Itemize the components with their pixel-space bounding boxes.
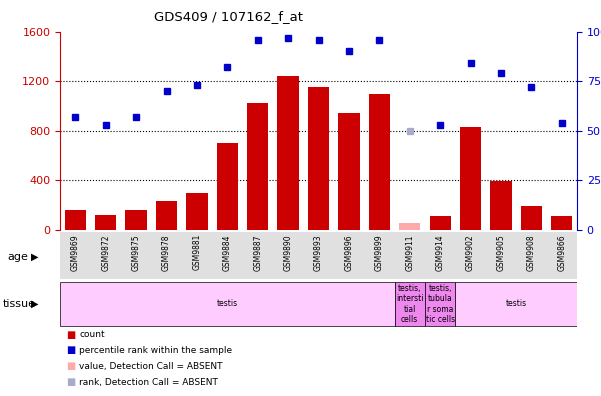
Text: GSM9881: GSM9881: [192, 234, 201, 270]
Text: ■: ■: [66, 377, 75, 387]
Text: value, Detection Call = ABSENT: value, Detection Call = ABSENT: [79, 362, 223, 371]
Text: testis: testis: [217, 299, 238, 308]
Bar: [126, 211, 147, 230]
Text: GSM9872: GSM9872: [101, 234, 110, 270]
Text: GSM9869: GSM9869: [71, 234, 80, 270]
Text: GDS409 / 107162_f_at: GDS409 / 107162_f_at: [154, 10, 303, 23]
Text: testis: testis: [505, 299, 526, 308]
Text: GSM9893: GSM9893: [314, 234, 323, 270]
Text: tissue: tissue: [3, 299, 36, 309]
Text: ▶: ▶: [31, 299, 38, 309]
Bar: [95, 215, 117, 230]
Bar: [278, 76, 299, 230]
Bar: [364, 234, 394, 278]
Text: count: count: [79, 330, 105, 339]
Text: ■: ■: [66, 361, 75, 371]
Bar: [217, 143, 238, 230]
Text: GSM9890: GSM9890: [284, 234, 293, 270]
Bar: [425, 282, 456, 326]
Bar: [151, 234, 212, 278]
Text: testis,
intersti
tial
cells: testis, intersti tial cells: [396, 284, 424, 324]
Bar: [399, 223, 420, 230]
Bar: [520, 206, 542, 230]
Bar: [456, 234, 486, 278]
Bar: [394, 234, 456, 278]
Text: 29
day: 29 day: [523, 247, 539, 266]
Bar: [65, 211, 86, 230]
Text: age: age: [8, 251, 29, 262]
Text: GSM9911: GSM9911: [405, 234, 414, 270]
Text: 4 day: 4 day: [170, 252, 194, 261]
Bar: [368, 94, 390, 230]
Bar: [486, 234, 516, 278]
Bar: [460, 127, 481, 230]
Bar: [334, 234, 364, 278]
Bar: [247, 103, 269, 230]
Bar: [186, 193, 207, 230]
Text: GSM9899: GSM9899: [375, 234, 384, 270]
Bar: [516, 234, 546, 278]
Bar: [546, 234, 577, 278]
Text: GSM9905: GSM9905: [496, 234, 505, 271]
Text: GSM9875: GSM9875: [132, 234, 141, 270]
Text: ▶: ▶: [31, 251, 38, 262]
Text: 26
day: 26 day: [493, 247, 508, 266]
Text: 18
day: 18 day: [371, 247, 387, 266]
Text: GSM9887: GSM9887: [253, 234, 262, 270]
Bar: [156, 201, 177, 230]
Text: 14
day: 14 day: [341, 247, 356, 266]
Text: ■: ■: [66, 345, 75, 356]
Text: GSM9902: GSM9902: [466, 234, 475, 270]
Bar: [60, 234, 151, 278]
Text: GSM9914: GSM9914: [436, 234, 445, 270]
Text: GSM9866: GSM9866: [557, 234, 566, 270]
Text: ■: ■: [66, 329, 75, 340]
Text: adult: adult: [551, 252, 573, 261]
Bar: [551, 216, 572, 230]
Bar: [308, 87, 329, 230]
Bar: [430, 216, 451, 230]
Text: GSM9884: GSM9884: [223, 234, 232, 270]
Text: 21
day: 21 day: [463, 247, 478, 266]
Text: 11 day: 11 day: [289, 252, 318, 261]
Text: 8 day: 8 day: [231, 252, 254, 261]
Text: rank, Detection Call = ABSENT: rank, Detection Call = ABSENT: [79, 378, 218, 386]
Bar: [212, 234, 273, 278]
Text: GSM9878: GSM9878: [162, 234, 171, 270]
Text: percentile rank within the sample: percentile rank within the sample: [79, 346, 233, 355]
Bar: [394, 282, 425, 326]
Bar: [490, 181, 511, 230]
Bar: [273, 234, 334, 278]
Bar: [456, 282, 577, 326]
Text: testis,
tubula
r soma
tic cells: testis, tubula r soma tic cells: [426, 284, 455, 324]
Bar: [338, 113, 359, 230]
Text: GSM9908: GSM9908: [527, 234, 536, 270]
Text: GSM9896: GSM9896: [344, 234, 353, 270]
Bar: [60, 282, 394, 326]
Text: 1 day: 1 day: [94, 252, 117, 261]
Text: 19 day: 19 day: [410, 252, 439, 261]
